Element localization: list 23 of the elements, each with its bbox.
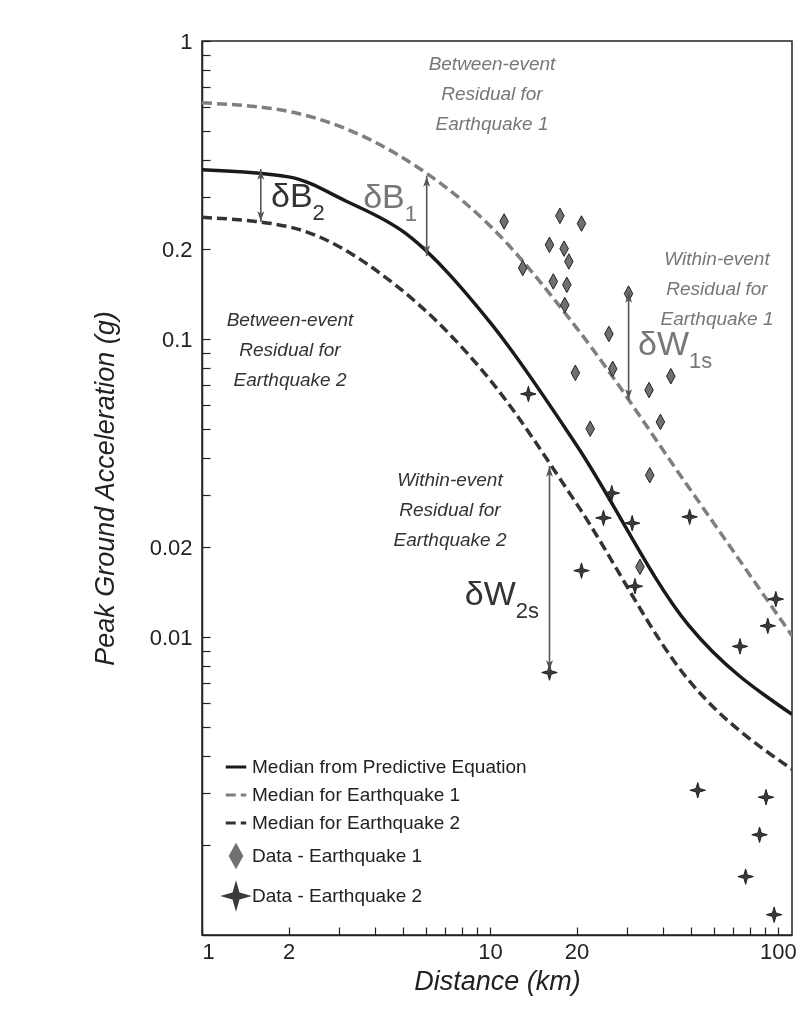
x-tick-label: 100: [759, 938, 797, 964]
y-tick-label: 0.02: [149, 534, 193, 560]
legend-label: Median for Earthquake 2: [252, 812, 461, 833]
legend-label: Data - Earthquake 1: [252, 845, 423, 866]
y-tick-label: 0.01: [149, 624, 193, 650]
y-tick-label: 0.1: [161, 326, 193, 352]
x-axis-title: Distance (km): [414, 965, 581, 996]
annotation: δB$_{1}$: [363, 177, 417, 226]
x-tick-label: 2: [283, 938, 296, 964]
x-tick-label: 10: [478, 938, 503, 964]
y-tick-label: 0.2: [161, 236, 193, 262]
legend-label: Data - Earthquake 2: [252, 885, 423, 906]
annotation: Within-event Residual for Earthquake 2: [393, 469, 507, 550]
annotation: Between-event Residual for Earthquake 2: [226, 309, 355, 390]
annotation: δW$_{2s}$: [464, 574, 539, 623]
legend-label: Median from Predictive Equation: [252, 756, 527, 777]
x-tick-label: 20: [564, 938, 590, 964]
annotation: δB$_{2}$: [271, 176, 325, 225]
x-tick-label: 1: [202, 938, 215, 964]
legend-label: Median for Earthquake 1: [252, 784, 461, 805]
y-axis-title: Peak Ground Acceleration (g): [89, 311, 120, 666]
annotation: Between-event Residual for Earthquake 1: [428, 53, 557, 134]
y-tick-label: 1: [180, 28, 193, 54]
